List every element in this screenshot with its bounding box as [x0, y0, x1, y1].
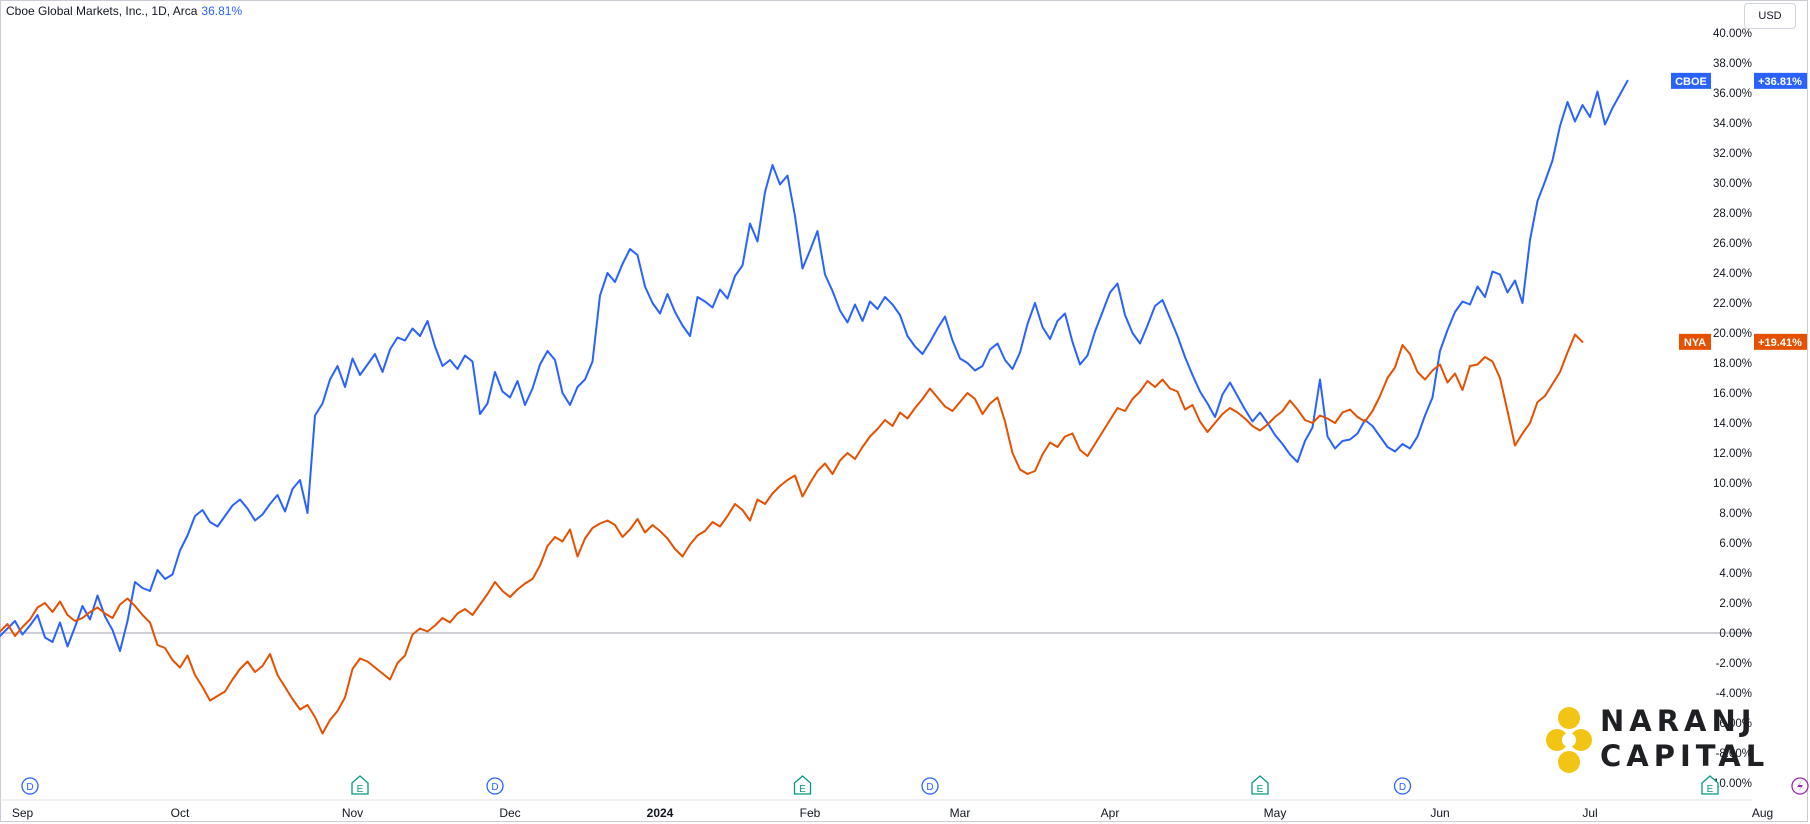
y-tick-label: 12.00%	[1713, 448, 1752, 460]
earnings-letter: E	[1707, 784, 1714, 795]
series-name-label: CBOE	[1675, 76, 1707, 88]
y-tick-label: 0.00%	[1719, 628, 1752, 640]
currency-button[interactable]: USD	[1744, 3, 1796, 29]
dividend-marker[interactable]: D	[921, 777, 939, 795]
y-tick-label: -4.00%	[1716, 688, 1752, 700]
logo-text: NARANJ CAPITAL	[1600, 704, 1769, 774]
x-tick-label: Jul	[1582, 806, 1597, 820]
last-value-tag	[1754, 333, 1807, 350]
y-tick-label: 14.00%	[1713, 418, 1752, 430]
dividend-icon	[21, 777, 39, 795]
dividend-letter: D	[26, 782, 33, 793]
earnings-letter: E	[1257, 784, 1264, 795]
last-value-label: +19.41%	[1758, 337, 1802, 349]
y-tick-label: -10.00%	[1709, 778, 1752, 790]
lightning-icon	[1797, 780, 1803, 792]
symbol-change: 36.81%	[201, 4, 243, 18]
y-tick-label: -6.00%	[1716, 718, 1752, 730]
dividend-marker[interactable]: D	[1393, 777, 1412, 795]
x-tick-label: Sep	[12, 806, 34, 820]
earnings-letter: E	[357, 784, 364, 795]
earnings-marker[interactable]: E	[351, 775, 369, 795]
series-name-tag	[1679, 333, 1711, 350]
series-line-cboe	[0, 79, 1629, 652]
earnings-marker[interactable]: E	[1251, 775, 1269, 795]
last-value-labels: CBOE +36.81% NYA +19.41%	[1671, 72, 1807, 350]
y-axis[interactable]: 40.00% 38.00% 36.00% 34.00% 32.00% 30.00% 28.0…	[1709, 28, 1752, 790]
x-tick-label: Feb	[800, 806, 821, 820]
y-tick-label: 10.00%	[1713, 478, 1752, 490]
earnings-marker[interactable]: E	[1701, 775, 1719, 795]
y-tick-label: 28.00%	[1713, 208, 1752, 220]
last-value-tag	[1754, 72, 1807, 89]
dividend-marker[interactable]: D	[486, 777, 504, 795]
last-value-cboe: CBOE +36.81%	[1671, 72, 1807, 89]
y-tick-label: 22.00%	[1713, 298, 1752, 310]
dividend-letter: D	[491, 782, 498, 793]
earnings-letter: E	[799, 784, 806, 795]
event-markers: DEDEDEDED	[21, 775, 1809, 795]
y-tick-label: -8.00%	[1716, 748, 1752, 760]
logo-line-1: NARANJ	[1600, 704, 1757, 738]
series-name-tag	[1671, 72, 1711, 89]
series-name-label: NYA	[1684, 337, 1706, 349]
y-tick-label: 26.00%	[1713, 238, 1752, 250]
y-tick-label: 34.00%	[1713, 118, 1752, 130]
y-tick-label: 30.00%	[1713, 178, 1752, 190]
y-tick-label: -2.00%	[1716, 658, 1752, 670]
x-tick-label: Oct	[171, 806, 190, 820]
y-tick-label: 8.00%	[1719, 508, 1752, 520]
series-line-nya	[0, 333, 1584, 735]
dividend-icon	[486, 777, 504, 795]
dividend-marker[interactable]: D	[21, 777, 39, 795]
x-tick-label: May	[1264, 806, 1287, 820]
split-marker[interactable]	[1791, 777, 1809, 795]
y-tick-label: 16.00%	[1713, 388, 1752, 400]
naranj-capital-logo	[1546, 707, 1592, 773]
earnings-icon	[1701, 775, 1719, 795]
y-tick-label: 18.00%	[1713, 358, 1752, 370]
logo-line-2: CAPITAL	[1600, 739, 1770, 773]
earnings-icon	[793, 775, 812, 795]
last-value-label: +36.81%	[1758, 76, 1802, 88]
dividend-icon	[921, 777, 939, 795]
x-tick-label: Jun	[1430, 806, 1449, 820]
x-tick-label: Mar	[950, 806, 971, 820]
series-layer	[0, 79, 1629, 735]
y-tick-label: 6.00%	[1719, 538, 1752, 550]
earnings-icon	[351, 775, 369, 795]
earnings-marker[interactable]: E	[793, 775, 812, 795]
symbol-legend[interactable]: Cboe Global Markets, Inc., 1D, Arca 36.81…	[6, 4, 242, 18]
dividend-icon	[1393, 777, 1412, 795]
y-tick-label: 38.00%	[1713, 58, 1752, 70]
series-cboe	[0, 79, 1629, 652]
dividend-letter: D	[926, 782, 933, 793]
earnings-icon	[1251, 775, 1269, 795]
x-tick-label: Nov	[342, 806, 363, 820]
y-tick-label: 36.00%	[1713, 88, 1752, 100]
series-nya	[0, 333, 1584, 735]
x-tick-label: Dec	[499, 806, 520, 820]
y-tick-label: 24.00%	[1713, 268, 1752, 280]
y-tick-label: 40.00%	[1713, 28, 1752, 40]
y-tick-label: 4.00%	[1719, 568, 1752, 580]
last-value-nya: NYA +19.41%	[1679, 333, 1807, 350]
x-axis[interactable]: SepOctNovDec2024FebMarAprMayJunJulAugSep	[12, 806, 1810, 820]
symbol-label: Cboe Global Markets, Inc., 1D, Arca	[6, 4, 198, 18]
y-tick-label: 2.00%	[1719, 598, 1752, 610]
zero-line-layer	[0, 632, 1752, 801]
x-tick-label: Apr	[1101, 806, 1120, 820]
x-tick-label: 2024	[647, 806, 674, 820]
y-tick-label: 32.00%	[1713, 148, 1752, 160]
logo-mark-icon	[1546, 707, 1592, 773]
y-tick-label: 20.00%	[1713, 328, 1752, 340]
dividend-letter: D	[1399, 782, 1406, 793]
x-tick-label: Aug	[1752, 806, 1773, 820]
